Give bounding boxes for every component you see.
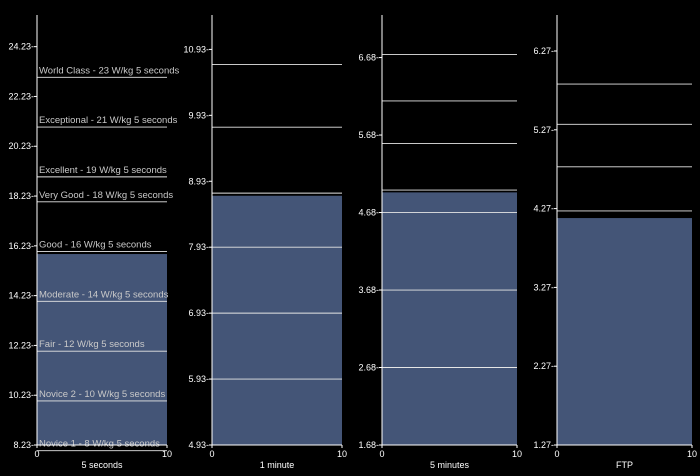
- y-tick-label: 8.93-: [188, 176, 209, 186]
- y-tick-label: 10.93-: [183, 44, 209, 54]
- x-axis-label: 1 minute: [260, 460, 295, 470]
- level-label: Excellent - 19 W/kg 5 seconds: [39, 165, 167, 176]
- y-tick-label: 16.23-: [8, 241, 34, 251]
- y-tick-label: 22.23-: [8, 91, 34, 101]
- y-tick-label: 1.68-: [358, 440, 379, 450]
- level-label: Exceptional - 21 W/kg 5 seconds: [39, 115, 178, 126]
- y-tick-label: 24.23-: [8, 42, 34, 52]
- y-tick-label: 4.27-: [533, 204, 554, 214]
- y-tick-label: 8.23-: [13, 440, 34, 450]
- level-label: Very Good - 18 W/kg 5 seconds: [39, 190, 173, 201]
- x-axis-label: 5 minutes: [430, 460, 470, 470]
- bar: [37, 254, 167, 445]
- y-tick-label: 1.27-: [533, 440, 554, 450]
- bar: [212, 195, 342, 445]
- y-tick-label: 5.93-: [188, 374, 209, 384]
- x-tick-label: 10: [162, 449, 172, 459]
- y-tick-label: 6.93-: [188, 308, 209, 318]
- y-tick-label: 3.68-: [358, 285, 379, 295]
- x-tick-label: 10: [687, 449, 697, 459]
- bar: [557, 218, 692, 445]
- x-axis-label: FTP: [616, 460, 633, 470]
- y-tick-label: 2.27-: [533, 361, 554, 371]
- level-label: Moderate - 14 W/kg 5 seconds: [39, 289, 169, 300]
- level-label: Fair - 12 W/kg 5 seconds: [39, 339, 145, 350]
- level-label: Good - 16 W/kg 5 seconds: [39, 240, 152, 251]
- y-tick-label: 6.27-: [533, 46, 554, 56]
- y-tick-label: 4.68-: [358, 208, 379, 218]
- y-tick-label: 18.23-: [8, 191, 34, 201]
- y-tick-label: 7.93-: [188, 242, 209, 252]
- y-tick-label: 4.93-: [188, 440, 209, 450]
- y-tick-label: 2.68-: [358, 363, 379, 373]
- y-tick-label: 5.27-: [533, 125, 554, 135]
- x-tick-label: 0: [34, 449, 39, 459]
- y-tick-label: 20.23-: [8, 141, 34, 151]
- level-label: Novice 1 - 8 W/kg 5 seconds: [39, 439, 160, 450]
- y-tick-label: 9.93-: [188, 110, 209, 120]
- x-axis-label: 5 seconds: [81, 460, 123, 470]
- y-tick-label: 6.68-: [358, 53, 379, 63]
- y-tick-label: 10.23-: [8, 390, 34, 400]
- level-label: Novice 2 - 10 W/kg 5 seconds: [39, 389, 165, 400]
- y-tick-label: 5.68-: [358, 130, 379, 140]
- x-tick-label: 0: [554, 449, 559, 459]
- x-tick-label: 10: [337, 449, 347, 459]
- x-tick-label: 0: [209, 449, 214, 459]
- x-tick-label: 0: [379, 449, 384, 459]
- y-tick-label: 3.27-: [533, 282, 554, 292]
- y-tick-label: 14.23-: [8, 291, 34, 301]
- x-tick-label: 10: [512, 449, 522, 459]
- y-tick-label: 12.23-: [8, 340, 34, 350]
- level-label: World Class - 23 W/kg 5 seconds: [39, 65, 180, 76]
- bar: [382, 192, 517, 445]
